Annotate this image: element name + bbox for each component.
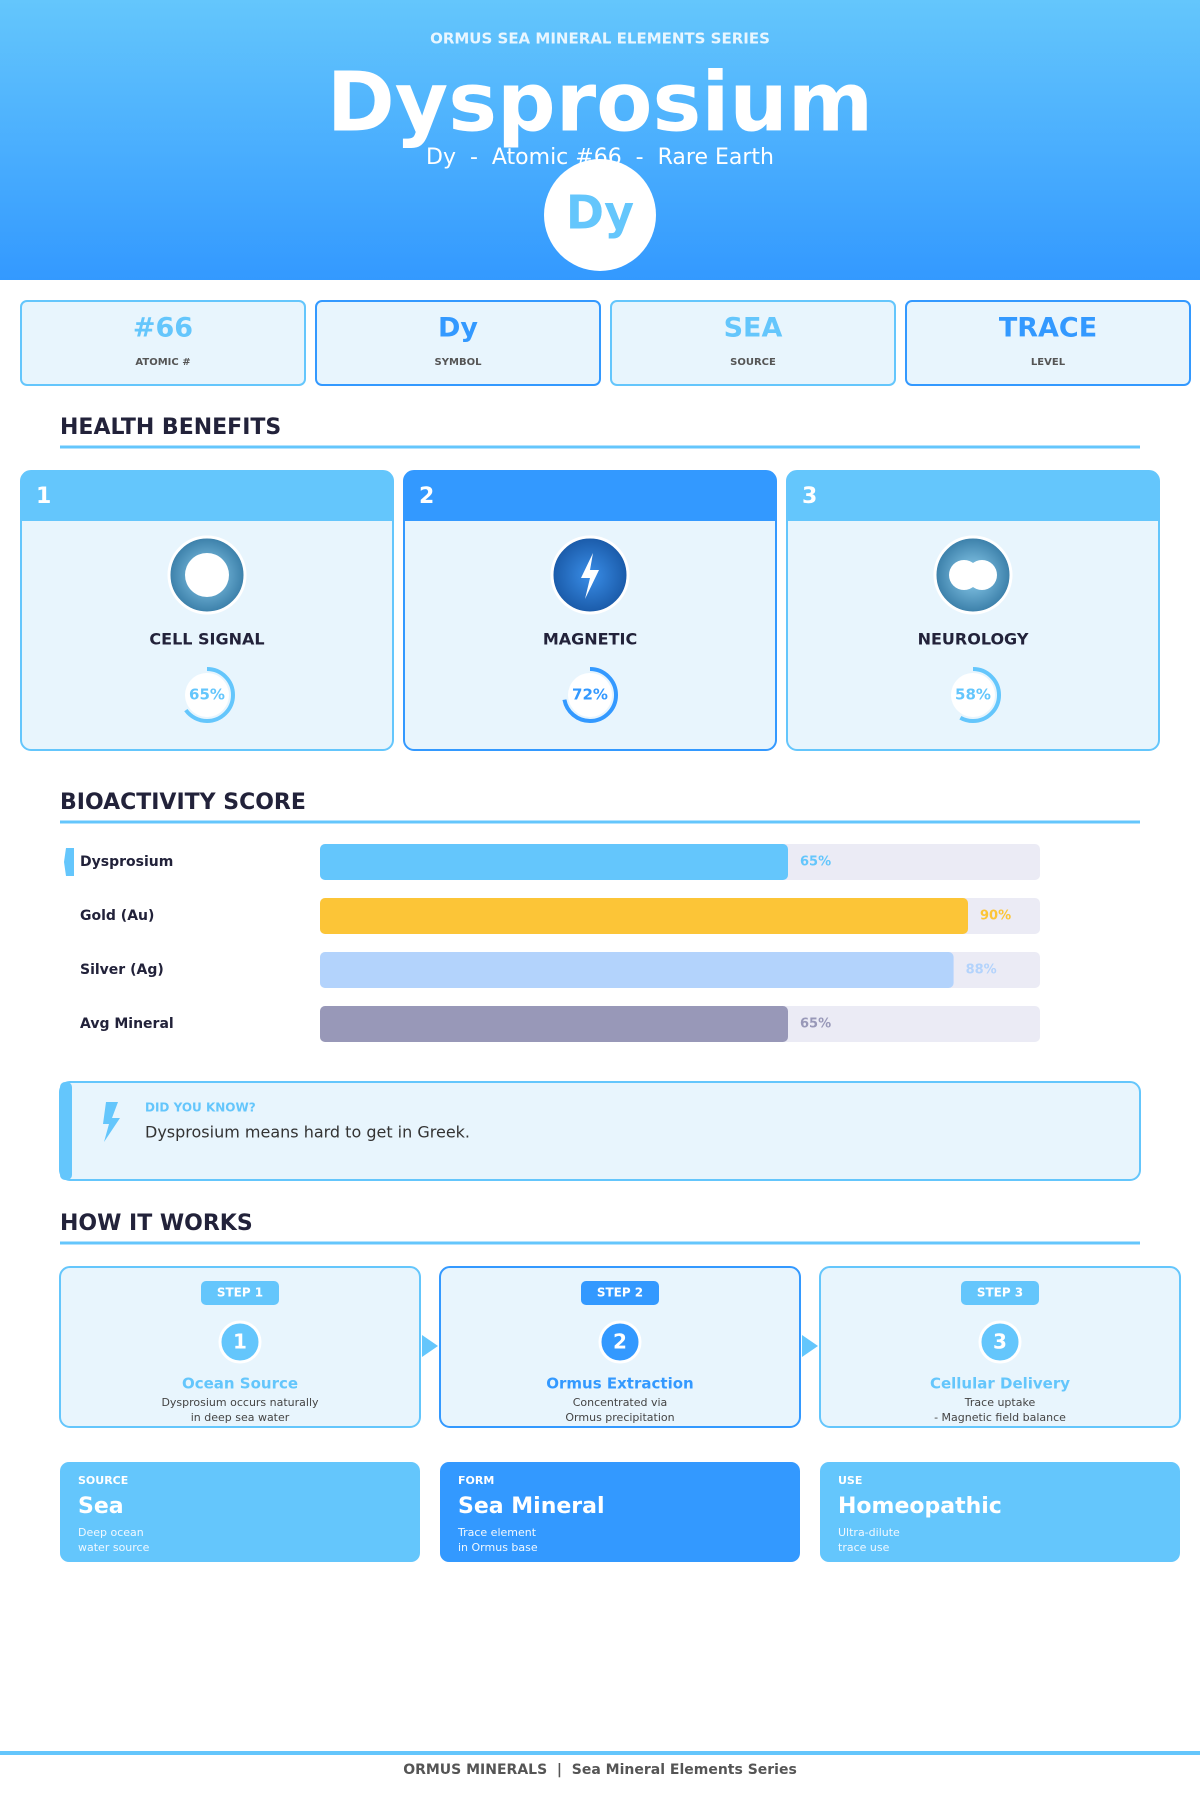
benefit-name: MAGNETIC [543, 630, 637, 649]
marker [64, 848, 74, 876]
bar-label: 65% [800, 1017, 831, 1032]
card-title: Sea Mineral [458, 1494, 605, 1519]
step-line: Concentrated via [573, 1396, 668, 1409]
step-line: Ormus precipitation [565, 1411, 674, 1424]
step-arrow [422, 1335, 438, 1357]
step-line: - Magnetic field balance [934, 1411, 1066, 1424]
benefit-name: CELL SIGNAL [149, 630, 264, 649]
step-circle [978, 1320, 1022, 1364]
stat-value: SEA [724, 313, 783, 344]
step-title: Cellular Delivery [930, 1375, 1070, 1393]
ring-bg [568, 673, 612, 717]
fact-icon [103, 1102, 120, 1142]
card-line: Trace element [457, 1526, 537, 1539]
step-badge [581, 1281, 659, 1305]
step-line: Dysprosium occurs naturally [161, 1396, 319, 1409]
stat-label: SOURCE [730, 357, 776, 368]
step-title: Ormus Extraction [546, 1375, 693, 1393]
step-badge-text: STEP 2 [597, 1286, 643, 1300]
title: Dysprosium [327, 55, 874, 150]
icon-glyph [967, 560, 997, 590]
card-kicker: USE [838, 1474, 862, 1487]
step-title: Ocean Source [182, 1375, 298, 1393]
step-circle [598, 1320, 642, 1364]
ring-label: 65% [189, 686, 225, 704]
step-badge-text: STEP 1 [217, 1286, 263, 1300]
benefit-ring [945, 667, 1001, 723]
card-title: Homeopathic [838, 1494, 1002, 1519]
card-kicker: SOURCE [78, 1474, 128, 1487]
ring-label: 72% [572, 686, 608, 704]
step-arrow [802, 1335, 818, 1357]
bar-name: Gold (Au) [80, 908, 154, 924]
fact-stripe [60, 1082, 72, 1180]
stat-box [315, 300, 601, 386]
stat-value: TRACE [999, 313, 1097, 344]
benefit-header [787, 471, 1159, 521]
stat-box [905, 300, 1191, 386]
card-line: trace use [838, 1541, 890, 1554]
badge: Dy [566, 186, 634, 240]
benefit-number: 1 [36, 484, 51, 509]
benefit-ring [179, 667, 235, 723]
step-number: 2 [613, 1330, 627, 1354]
card-line: in Ormus base [458, 1541, 538, 1554]
bar-label: 65% [800, 855, 831, 870]
stat-label: SYMBOL [435, 357, 483, 368]
section-title: HEALTH BENEFITS [60, 415, 281, 440]
card-line: Ultra-dilute [838, 1526, 900, 1539]
benefit-ring [562, 667, 618, 723]
fact-text: Dysprosium means hard to get in Greek. [145, 1123, 470, 1142]
stat-label: LEVEL [1031, 357, 1066, 368]
benefit-header [21, 471, 393, 521]
bar-name: Silver (Ag) [80, 962, 164, 978]
step-number: 3 [993, 1330, 1007, 1354]
info-card [820, 1462, 1180, 1562]
icon-glyph [185, 553, 229, 597]
step-circle [218, 1320, 262, 1364]
series: ORMUS SEA MINERAL ELEMENTS SERIES [430, 30, 770, 48]
bar-name: Avg Mineral [80, 1016, 174, 1032]
stat-box [20, 300, 306, 386]
ring-bg [185, 673, 229, 717]
icon-glyph [581, 553, 599, 599]
info-card [60, 1462, 420, 1562]
info-card [440, 1462, 800, 1562]
bar-label: 88% [966, 963, 997, 978]
step-badge [961, 1281, 1039, 1305]
stat-value: #66 [133, 313, 193, 344]
benefit-header [404, 471, 776, 521]
footer-rule [0, 1751, 1200, 1755]
bar [320, 1006, 788, 1042]
card-title: Sea [78, 1494, 124, 1519]
bar [320, 898, 968, 934]
card-line: water source [78, 1541, 150, 1554]
bar-name: Dysprosium [80, 854, 173, 870]
benefit-number: 2 [419, 484, 434, 509]
stat-box [610, 300, 896, 386]
step-badge-text: STEP 3 [977, 1286, 1023, 1300]
bar [320, 952, 954, 988]
fact-heading: DID YOU KNOW? [145, 1101, 256, 1115]
section-title: HOW IT WORKS [60, 1211, 253, 1236]
benefit-name: NEUROLOGY [918, 630, 1029, 649]
step-badge [201, 1281, 279, 1305]
stat-value: Dy [438, 313, 478, 344]
stat-label: ATOMIC # [135, 357, 190, 368]
badge-circle [544, 159, 656, 271]
footer: ORMUS MINERALS | Sea Mineral Elements Se… [403, 1762, 797, 1778]
ring-label: 58% [955, 686, 991, 704]
bar-label: 90% [980, 909, 1011, 924]
step-line: in deep sea water [191, 1411, 290, 1424]
card-line: Deep ocean [78, 1526, 144, 1539]
step-line: Trace uptake [964, 1396, 1036, 1409]
benefit-number: 3 [802, 484, 817, 509]
bar [320, 844, 788, 880]
section-title: BIOACTIVITY SCORE [60, 790, 306, 815]
step-number: 1 [233, 1330, 247, 1354]
ring-bg [951, 673, 995, 717]
card-kicker: FORM [458, 1474, 494, 1487]
